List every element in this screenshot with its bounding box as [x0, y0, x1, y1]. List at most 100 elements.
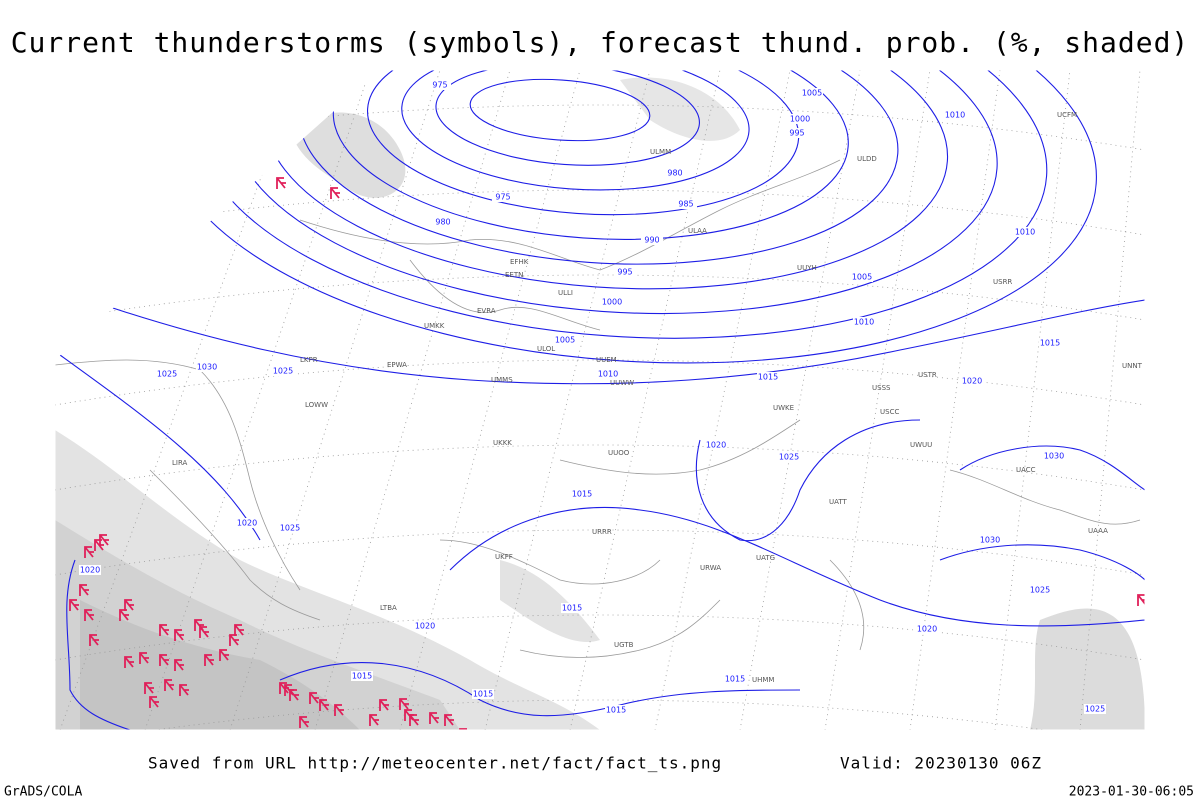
isobar-label-bg: [196, 362, 218, 372]
isobar-label-bg: [597, 369, 619, 379]
station-code: URRR: [592, 528, 612, 536]
station-code: UUEM: [596, 356, 617, 364]
software-credit: GrADS/COLA: [4, 785, 82, 800]
isobar-label-bg: [561, 603, 583, 613]
station-code: UKFF: [495, 553, 513, 561]
thunderstorm-symbol: [334, 704, 344, 716]
isobar-label-bg: [429, 80, 451, 90]
isobar-label-bg: [605, 705, 627, 715]
thunderstorm-symbol: [174, 659, 184, 671]
thunderstorm-symbol: [379, 699, 389, 711]
thunderstorm-symbol: [144, 682, 154, 694]
thunderstorm-symbol: [79, 584, 89, 596]
isobar-label: 1020: [415, 622, 435, 631]
thunderstorm-symbol: [204, 654, 214, 666]
isobar-label-bg: [979, 535, 1001, 545]
isobar-label: 1010: [1015, 228, 1035, 237]
isobar-label: 995: [617, 268, 632, 277]
meridian: [994, 70, 1071, 730]
station-code: ULLI: [558, 289, 573, 297]
station-code: LIRA: [172, 459, 188, 467]
isobar-label-bg: [272, 366, 294, 376]
isobar-label: 1015: [606, 706, 626, 715]
thunderstorm-symbol: [149, 696, 159, 708]
source-url: Saved from URL http://meteocenter.net/fa…: [148, 754, 722, 773]
meridian: [739, 70, 861, 730]
isobar-label-bg: [79, 565, 101, 575]
station-code: UWKE: [773, 404, 794, 412]
isobar-label: 1010: [854, 318, 874, 327]
station-code: ULDD: [857, 155, 877, 163]
isobar-label: 1030: [197, 363, 217, 372]
station-code: UNNT: [1122, 362, 1143, 370]
map-title: Current thunderstorms (symbols), forecas…: [11, 26, 1190, 59]
thunderstorm-symbol: [234, 624, 244, 636]
isobar-label-bg: [1029, 585, 1051, 595]
isobar: [401, 70, 750, 191]
station-code: LKPR: [300, 356, 318, 364]
station-code: UMKK: [424, 322, 445, 330]
isobar-label: 980: [667, 169, 682, 178]
thunderstorm-symbol: [159, 654, 169, 666]
meridian: [399, 70, 581, 730]
isobar-label: 1010: [945, 111, 965, 120]
station-code: URWA: [700, 564, 721, 572]
isobar-label: 1020: [962, 377, 982, 386]
thunderstorm-symbols: [69, 177, 1145, 730]
thunderstorm-symbol: [69, 599, 79, 611]
isobar-label-bg: [279, 523, 301, 533]
station-code: UUYH: [797, 264, 817, 272]
isobar-label: 1025: [1030, 586, 1050, 595]
thunderstorm-symbol: [284, 684, 294, 696]
isobar-label-bg: [851, 272, 873, 282]
station-code: EFHK: [510, 258, 529, 266]
isobar-label: 1005: [555, 336, 575, 345]
isobar-label-bg: [786, 128, 808, 138]
isobar-label-bg: [601, 297, 623, 307]
thunderstorm-symbol: [199, 626, 209, 638]
meridian: [229, 70, 441, 730]
meridian: [59, 70, 301, 730]
isobar-label-bg: [614, 267, 636, 277]
station-code: EVRA: [477, 307, 496, 315]
thunderstorm-symbol: [429, 712, 439, 724]
station-code: ULMM: [650, 148, 671, 156]
isobar-label-bg: [944, 110, 966, 120]
isobar-label-bg: [757, 372, 779, 382]
isobar-label: 1010: [598, 370, 618, 379]
station-code: ULAA: [688, 227, 707, 235]
isobar-label-bg: [236, 518, 258, 528]
isobar-label: 1015: [473, 690, 493, 699]
isobar-label: 1030: [980, 536, 1000, 545]
isobar-label-bg: [675, 199, 697, 209]
isobar-label-bg: [961, 376, 983, 386]
thunderstorm-symbol: [124, 599, 134, 611]
station-code: EETN: [505, 271, 523, 279]
isobar-label: 990: [644, 236, 659, 245]
thunderstorm-symbol: [84, 546, 94, 558]
station-code: UGTB: [614, 641, 634, 649]
isobar-label: 1020: [80, 566, 100, 575]
station-code: UUWW: [610, 379, 634, 387]
isobar-label: 985: [678, 200, 693, 209]
thunderstorm-symbol: [399, 698, 409, 710]
station-code: UWUU: [910, 441, 932, 449]
isobar-label: 1015: [562, 604, 582, 613]
isobar-label: 1005: [852, 273, 872, 282]
isobar-label-bg: [156, 369, 178, 379]
isobar: [469, 78, 651, 142]
station-code: USRR: [993, 278, 1012, 286]
isobar-label-bg: [641, 235, 663, 245]
thunderstorm-symbol: [299, 716, 309, 728]
thunderstorm-symbol: [229, 634, 239, 646]
isobar-label-bg: [789, 114, 811, 124]
isobar-label: 1005: [802, 89, 822, 98]
isobar-label: 1025: [779, 453, 799, 462]
isobar-label: 1020: [706, 441, 726, 450]
isobar-label-bg: [571, 489, 593, 499]
thunderstorm-symbol: [159, 624, 169, 636]
isobar-label-bg: [853, 317, 875, 327]
thunderstorm-symbol: [89, 634, 99, 646]
thunderstorm-symbol: [444, 714, 454, 726]
isobar-label-bg: [916, 624, 938, 634]
